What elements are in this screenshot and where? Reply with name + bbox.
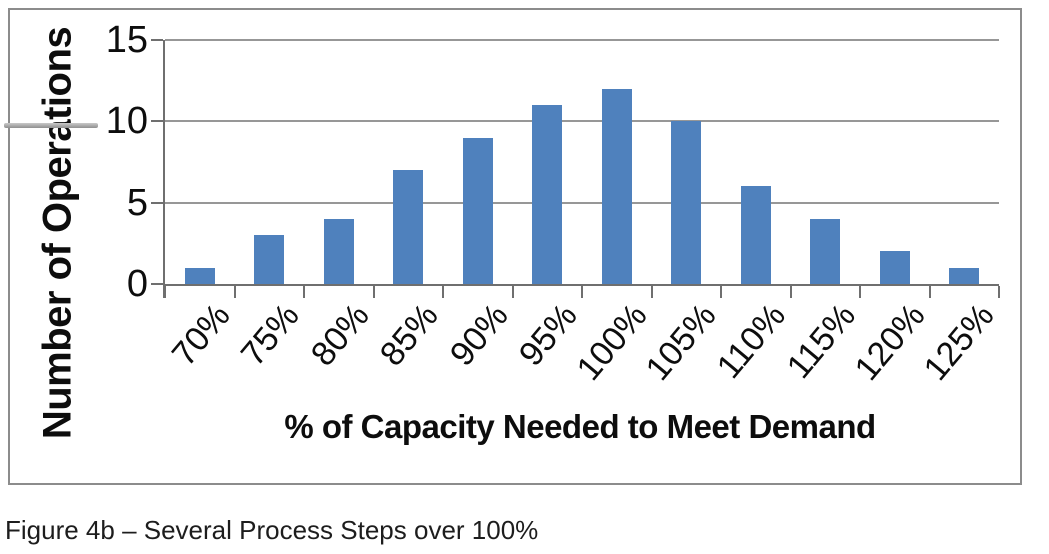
y-tick-mark bbox=[151, 283, 163, 285]
y-tick-label-15: 15 bbox=[105, 19, 148, 61]
y-tick-mark bbox=[151, 120, 163, 123]
x-tick-mark bbox=[373, 286, 375, 298]
x-tick-mark bbox=[790, 286, 792, 298]
bar-105% bbox=[671, 121, 701, 284]
x-tick-mark bbox=[859, 286, 861, 298]
bar-80% bbox=[324, 219, 354, 284]
y-axis-title: Number of Operations bbox=[35, 26, 80, 440]
bar-75% bbox=[254, 235, 284, 284]
figure-caption: Figure 4b – Several Process Steps over 1… bbox=[5, 515, 539, 545]
x-tick-mark bbox=[234, 286, 236, 298]
x-tick-mark bbox=[720, 286, 722, 298]
bar-120% bbox=[880, 251, 910, 284]
y-tick-label-0: 0 bbox=[126, 263, 148, 305]
y-tick-mark bbox=[151, 201, 163, 204]
bar-85% bbox=[393, 170, 423, 284]
y-tick-label-10: 10 bbox=[105, 100, 148, 143]
x-tick-mark bbox=[651, 286, 653, 298]
bar-125% bbox=[949, 268, 979, 284]
x-tick-mark bbox=[512, 286, 514, 298]
artifact-line bbox=[4, 123, 98, 128]
bar-100% bbox=[602, 89, 632, 284]
chart-frame bbox=[8, 8, 1022, 485]
x-tick-mark bbox=[581, 286, 583, 298]
plot-area bbox=[151, 39, 1000, 298]
x-axis-title: % of Capacity Needed to Meet Demand bbox=[284, 408, 876, 445]
y-tick-label-5: 5 bbox=[126, 181, 148, 224]
x-tick-mark bbox=[998, 286, 1000, 298]
gridline-y15 bbox=[165, 39, 999, 41]
gridline-y5 bbox=[165, 201, 999, 204]
bar-70% bbox=[185, 268, 215, 284]
x-tick-mark bbox=[929, 286, 931, 298]
bar-95% bbox=[532, 105, 562, 284]
y-tick-mark bbox=[151, 39, 163, 41]
x-tick-mark bbox=[442, 286, 444, 298]
x-tick-mark bbox=[164, 286, 166, 298]
bar-115% bbox=[810, 219, 840, 284]
bar-110% bbox=[741, 186, 771, 284]
x-tick-mark bbox=[303, 286, 305, 298]
bar-90% bbox=[463, 138, 493, 284]
gridline-y10 bbox=[165, 120, 999, 123]
